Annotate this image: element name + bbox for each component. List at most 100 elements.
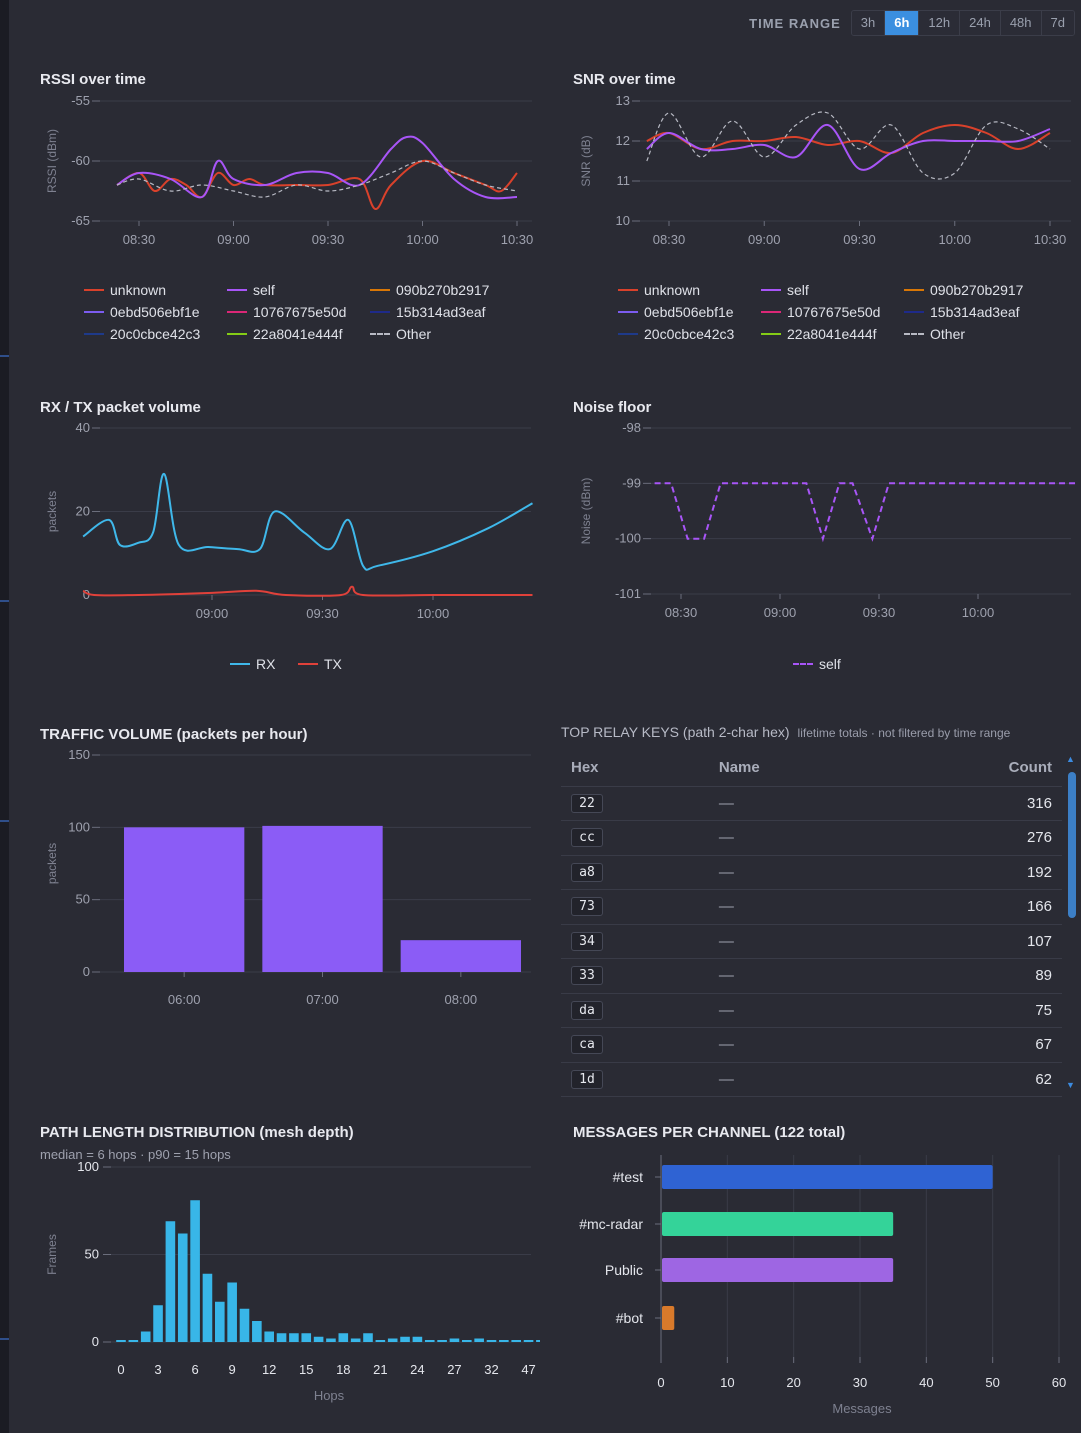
time-range-24h-button[interactable]: 24h xyxy=(960,11,1001,35)
legend-item[interactable]: self xyxy=(227,282,275,298)
traffic-bar[interactable] xyxy=(400,940,521,972)
time-range-6h-button[interactable]: 6h xyxy=(885,11,920,35)
relay-scrollbar[interactable]: ▲ ▼ xyxy=(1066,754,1076,1090)
hop-bar[interactable] xyxy=(536,1340,540,1342)
relay-table-body: 22—316 cc —276 a8—192 73—166 34—107 33—89 da —75… xyxy=(561,786,1062,1097)
legend-item[interactable]: 15b314ad3eaf xyxy=(904,304,1020,320)
hop-bar[interactable] xyxy=(449,1338,460,1343)
y-tick-label: -55 xyxy=(71,93,90,108)
legend-item[interactable]: 0ebd506ebf1e xyxy=(84,304,200,320)
traffic-bar[interactable] xyxy=(124,827,245,972)
time-range-12h-button[interactable]: 12h xyxy=(919,11,961,35)
time-range-48h-button[interactable]: 48h xyxy=(1000,11,1042,35)
legend-item[interactable]: self xyxy=(793,656,841,672)
legend-item[interactable]: 20c0cbce42c3 xyxy=(84,326,200,342)
relay-name-cell: — xyxy=(708,993,882,1028)
y-tick-label: 10 xyxy=(616,213,630,228)
hop-bar[interactable] xyxy=(153,1305,163,1342)
hop-bar[interactable] xyxy=(202,1273,213,1342)
hop-bar[interactable] xyxy=(276,1333,287,1342)
legend-label: 15b314ad3eaf xyxy=(396,304,486,320)
hop-bar[interactable] xyxy=(511,1340,521,1342)
channel-bar[interactable] xyxy=(662,1306,675,1330)
rxtx-title: RX / TX packet volume xyxy=(40,399,201,416)
hop-bar[interactable] xyxy=(140,1331,151,1343)
legend-item[interactable]: Other xyxy=(370,326,431,342)
hop-bar[interactable] xyxy=(128,1340,139,1342)
relay-row[interactable]: 1d —62 xyxy=(561,1062,1062,1097)
legend-item[interactable]: 0ebd506ebf1e xyxy=(618,304,734,320)
time-range-3h-button[interactable]: 3h xyxy=(851,11,886,35)
hop-bar[interactable] xyxy=(338,1333,349,1342)
legend-item[interactable]: 22a8041e444f xyxy=(761,326,877,342)
hop-bar[interactable] xyxy=(252,1321,262,1342)
legend-item[interactable]: 22a8041e444f xyxy=(227,326,343,342)
relay-scroll-thumb[interactable] xyxy=(1068,772,1076,918)
legend-label: 0ebd506ebf1e xyxy=(110,304,200,320)
legend-item[interactable]: 090b270b2917 xyxy=(904,282,1023,298)
y-tick-label: 150 xyxy=(68,747,90,762)
hop-bar[interactable] xyxy=(437,1340,447,1342)
legend-item[interactable]: self xyxy=(761,282,809,298)
relay-name-cell: — xyxy=(708,855,882,890)
gutter-stripe xyxy=(0,355,9,357)
hop-bar[interactable] xyxy=(239,1308,250,1342)
hop-bar[interactable] xyxy=(165,1221,176,1342)
hop-bar[interactable] xyxy=(412,1336,423,1342)
traffic-bar[interactable] xyxy=(262,825,383,972)
x-tick-label: 09:00 xyxy=(217,232,250,247)
scroll-down-arrow-icon[interactable]: ▼ xyxy=(1066,1080,1075,1090)
hop-bar[interactable] xyxy=(375,1340,386,1342)
legend-item[interactable]: 10767675e50d xyxy=(227,304,346,320)
relay-header-name[interactable]: Name xyxy=(708,750,882,787)
legend-swatch xyxy=(370,333,390,335)
channel-bar[interactable] xyxy=(662,1258,894,1282)
hop-bar[interactable] xyxy=(400,1336,410,1342)
channel-bar[interactable] xyxy=(662,1165,993,1189)
legend-item[interactable]: unknown xyxy=(618,282,700,298)
relay-row[interactable]: cc —276 xyxy=(561,820,1062,856)
hop-bar[interactable] xyxy=(215,1301,225,1342)
relay-row[interactable]: da —75 xyxy=(561,993,1062,1028)
time-range-7d-button[interactable]: 7d xyxy=(1041,11,1074,35)
hop-bar[interactable] xyxy=(462,1340,472,1342)
hop-bar[interactable] xyxy=(499,1340,509,1342)
hop-bar[interactable] xyxy=(301,1333,312,1342)
legend-label: 10767675e50d xyxy=(253,304,347,320)
legend-item[interactable]: RX xyxy=(230,656,275,672)
relay-row[interactable]: a8 —192 xyxy=(561,855,1062,890)
hop-bar[interactable] xyxy=(313,1336,324,1342)
legend-item[interactable]: TX xyxy=(298,656,342,672)
hop-bar[interactable] xyxy=(289,1333,299,1342)
relay-row[interactable]: 22 —316 xyxy=(561,786,1062,821)
legend-item[interactable]: 10767675e50d xyxy=(761,304,880,320)
legend-item[interactable]: Other xyxy=(904,326,965,342)
hop-bar[interactable] xyxy=(227,1282,237,1343)
relay-header-count[interactable]: Count xyxy=(881,750,1062,787)
hop-bar[interactable] xyxy=(363,1333,373,1342)
relay-row[interactable]: 34 —107 xyxy=(561,924,1062,959)
relay-row[interactable]: 73 —166 xyxy=(561,889,1062,925)
hop-bar[interactable] xyxy=(523,1340,534,1342)
legend-item[interactable]: 20c0cbce42c3 xyxy=(618,326,734,342)
legend-item[interactable]: 15b314ad3eaf xyxy=(370,304,486,320)
relay-header-hex[interactable]: Hex xyxy=(561,750,709,787)
hop-bar[interactable] xyxy=(424,1340,435,1342)
x-tick-label: 10:00 xyxy=(417,606,450,621)
hop-bar[interactable] xyxy=(474,1338,484,1343)
relay-row[interactable]: ca —67 xyxy=(561,1027,1062,1063)
legend-item[interactable]: unknown xyxy=(84,282,166,298)
hop-bar[interactable] xyxy=(177,1233,188,1343)
hop-bar[interactable] xyxy=(116,1340,126,1342)
hop-bar[interactable] xyxy=(264,1331,274,1343)
noise-chart: -98 -99 -100 -101 Noise (dBm) 08:30 09:00 09:30… xyxy=(579,420,1077,620)
hop-bar[interactable] xyxy=(326,1338,336,1343)
hop-bar[interactable] xyxy=(190,1200,200,1342)
hop-bar[interactable] xyxy=(387,1338,398,1343)
relay-row[interactable]: 33 —89 xyxy=(561,958,1062,994)
hop-bar[interactable] xyxy=(486,1340,497,1342)
scroll-up-arrow-icon[interactable]: ▲ xyxy=(1066,754,1075,764)
hop-bar[interactable] xyxy=(350,1338,361,1343)
legend-item[interactable]: 090b270b2917 xyxy=(370,282,489,298)
channel-bar[interactable] xyxy=(662,1212,894,1236)
